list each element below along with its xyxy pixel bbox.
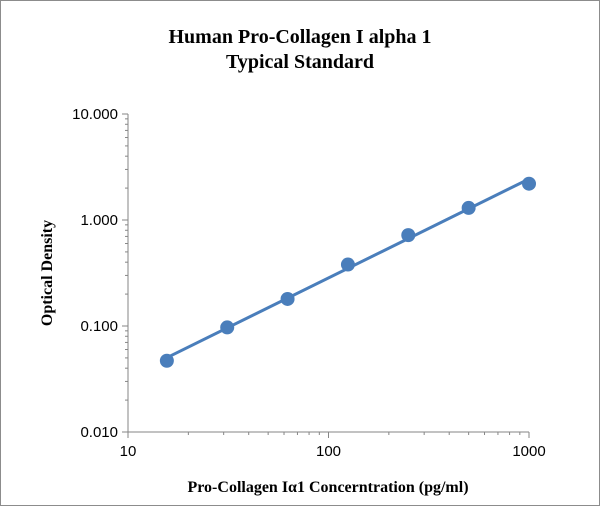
axes — [127, 114, 529, 433]
x-tick-label: 1000 — [512, 443, 545, 460]
y-tick-label: 0.010 — [80, 424, 118, 441]
data-point — [159, 353, 174, 368]
data-point — [340, 257, 355, 272]
x-tick-label: 100 — [316, 443, 341, 460]
data-point — [401, 228, 416, 243]
chart-title: Human Pro-Collagen I alpha 1 — [168, 26, 432, 48]
chart-subtitle: Typical Standard — [226, 51, 374, 73]
x-axis-label: Pro-Collagen Iα1 Concerntration (pg/ml) — [187, 479, 468, 496]
x-tick-label: 10 — [120, 443, 137, 460]
series-marks — [159, 176, 536, 368]
y-axis-label: Optical Density — [39, 220, 56, 326]
y-tick-label: 0.100 — [80, 318, 118, 335]
data-point — [280, 291, 295, 306]
data-point — [220, 320, 235, 335]
ticks: 0.010 0.100 1.000 10.000 10 100 1000 — [72, 106, 546, 460]
y-tick-label: 1.000 — [80, 212, 118, 229]
data-point — [522, 176, 536, 191]
data-point — [461, 200, 476, 215]
y-tick-label: 10.000 — [72, 106, 118, 123]
